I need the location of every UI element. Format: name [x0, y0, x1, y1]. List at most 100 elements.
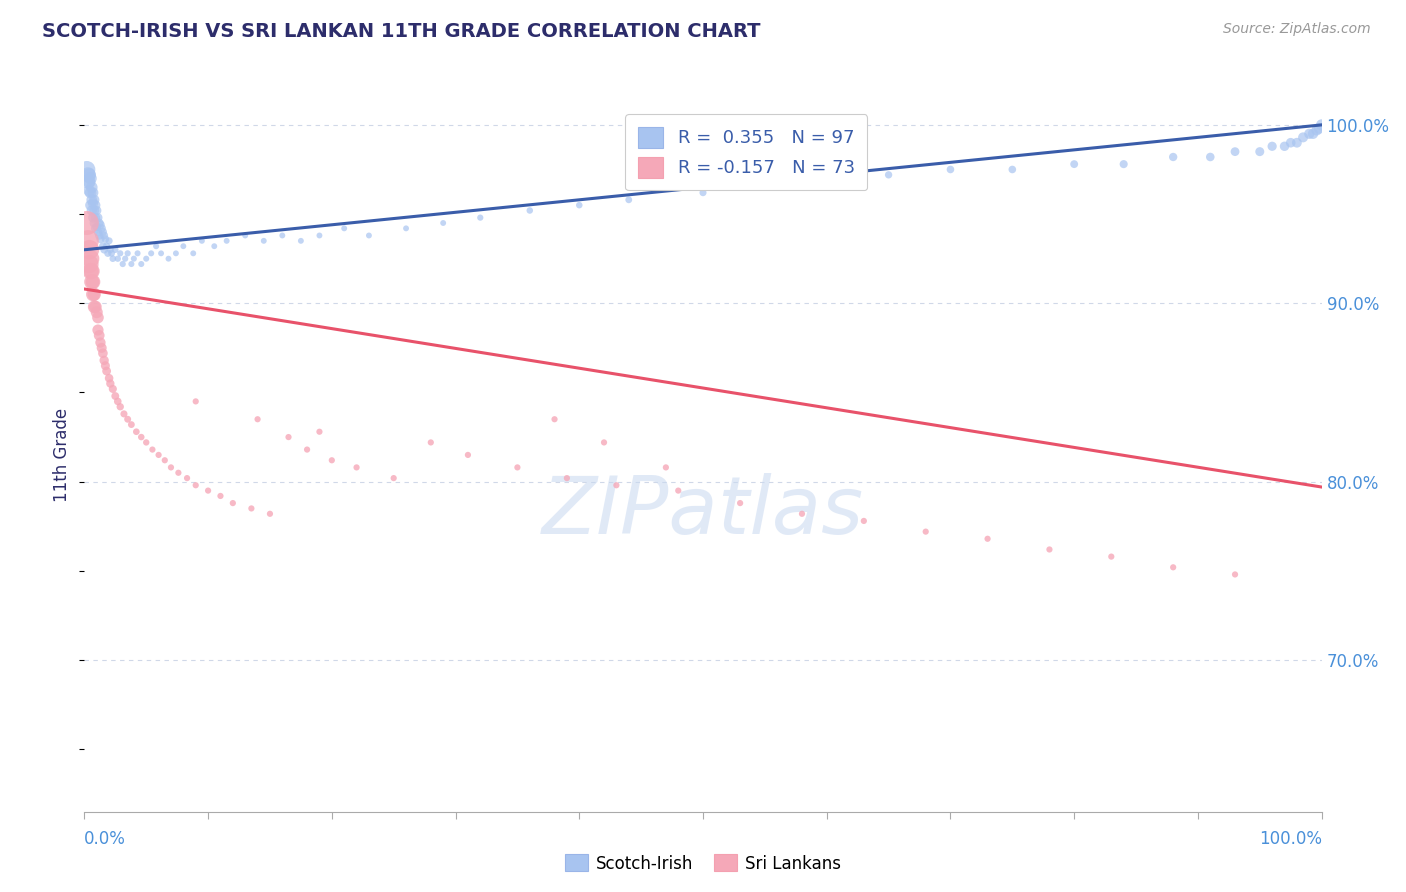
Point [111, 257, 134, 271]
Point [94, 359, 117, 373]
Point [346, 460, 368, 475]
Point [153, 453, 176, 467]
Point [382, 471, 405, 485]
Point [1261, 139, 1284, 153]
Point [86, 203, 108, 218]
Point [176, 471, 198, 485]
Point [86, 219, 108, 234]
Point [84, 198, 107, 212]
Text: Source: ZipAtlas.com: Source: ZipAtlas.com [1223, 22, 1371, 37]
Point [222, 496, 245, 510]
Text: ZIPatlas: ZIPatlas [541, 473, 865, 551]
Point [79, 257, 101, 271]
Point [666, 483, 689, 498]
Point [76, 216, 98, 230]
Point [87, 211, 110, 225]
Point [914, 524, 936, 539]
Point [101, 382, 124, 396]
Point [419, 435, 441, 450]
Point [181, 246, 204, 260]
Point [815, 175, 838, 189]
Point [79, 171, 101, 186]
Point [1274, 139, 1296, 153]
Point [82, 211, 104, 225]
Point [129, 430, 152, 444]
Point [1249, 145, 1271, 159]
Point [117, 412, 139, 426]
Point [1310, 118, 1333, 132]
Point [1223, 567, 1246, 582]
Point [87, 225, 110, 239]
Point [93, 228, 115, 243]
Point [89, 232, 111, 246]
Point [89, 328, 111, 343]
Point [148, 448, 170, 462]
Point [184, 478, 207, 492]
Point [100, 246, 122, 260]
Point [84, 300, 107, 314]
Point [79, 264, 101, 278]
Point [246, 412, 269, 426]
Point [253, 234, 276, 248]
Point [160, 460, 183, 475]
Point [83, 203, 105, 218]
Point [395, 221, 418, 235]
Point [84, 211, 107, 225]
Point [86, 305, 108, 319]
Point [271, 228, 294, 243]
Text: SCOTCH-IRISH VS SRI LANKAN 11TH GRADE CORRELATION CHART: SCOTCH-IRISH VS SRI LANKAN 11TH GRADE CO… [42, 22, 761, 41]
Point [90, 221, 112, 235]
Text: 100.0%: 100.0% [1258, 830, 1322, 847]
Point [692, 186, 714, 200]
Point [321, 453, 343, 467]
Point [117, 246, 139, 260]
Point [93, 353, 115, 368]
Point [98, 234, 121, 248]
Point [215, 234, 238, 248]
Point [1161, 560, 1184, 574]
Point [197, 483, 219, 498]
Point [110, 400, 132, 414]
Point [202, 239, 225, 253]
Point [1292, 130, 1315, 145]
Point [357, 228, 380, 243]
Point [84, 221, 107, 235]
Point [87, 310, 110, 325]
Point [277, 430, 299, 444]
Point [1112, 157, 1135, 171]
Point [83, 193, 105, 207]
Point [77, 168, 100, 182]
Point [145, 239, 167, 253]
Point [87, 323, 110, 337]
Point [617, 193, 640, 207]
Point [122, 252, 145, 266]
Point [80, 193, 103, 207]
Point [1279, 136, 1302, 150]
Point [141, 246, 163, 260]
Point [655, 460, 678, 475]
Text: 0.0%: 0.0% [84, 830, 127, 847]
Point [728, 496, 751, 510]
Point [593, 435, 616, 450]
Point [82, 287, 104, 301]
Point [98, 371, 121, 385]
Point [259, 507, 281, 521]
Point [790, 507, 813, 521]
Point [1099, 549, 1122, 564]
Point [80, 180, 103, 194]
Point [79, 198, 101, 212]
Point [94, 232, 117, 246]
Point [1305, 123, 1327, 137]
Point [79, 175, 101, 189]
Point [1302, 127, 1324, 141]
Point [976, 532, 998, 546]
Point [543, 412, 565, 426]
Point [82, 186, 104, 200]
Point [1298, 127, 1320, 141]
Point [939, 162, 962, 177]
Point [76, 162, 98, 177]
Point [1308, 121, 1330, 136]
Point [80, 275, 103, 289]
Point [308, 425, 330, 439]
Point [129, 257, 152, 271]
